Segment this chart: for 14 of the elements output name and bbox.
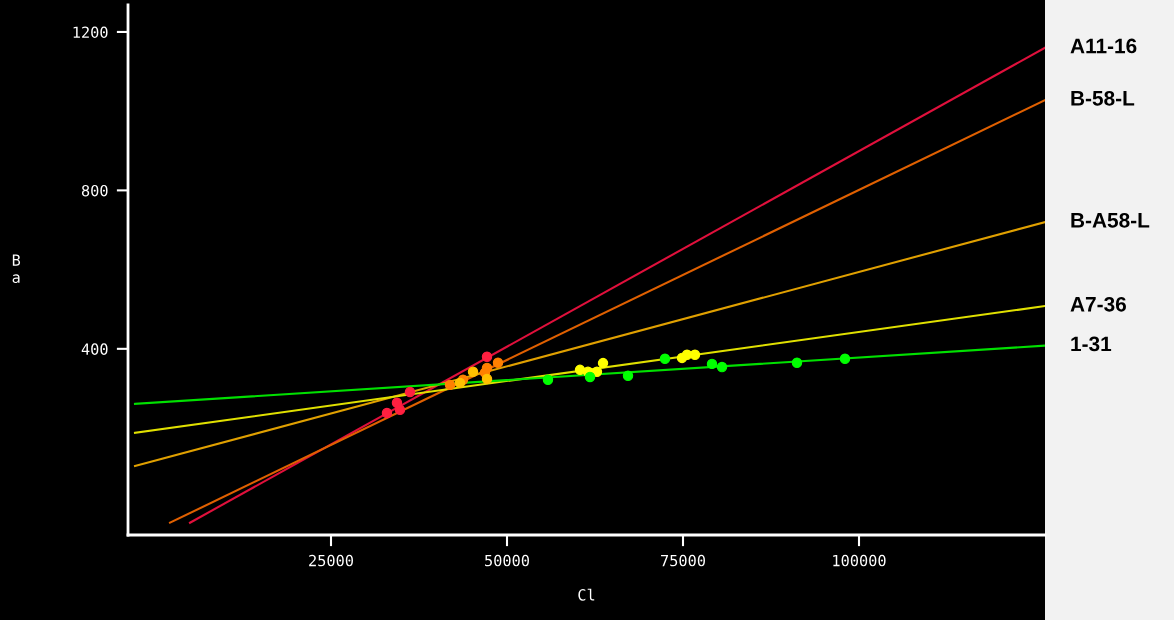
series-label: A7-36 xyxy=(1070,296,1126,312)
y-tick-label: 800 xyxy=(81,184,108,197)
x-tick-label: 25000 xyxy=(309,554,353,567)
y-axis-title: Ba xyxy=(12,254,21,284)
series-label: B-A58-L xyxy=(1071,212,1150,228)
y-tick-label: 400 xyxy=(81,343,108,355)
x-tick-label: 50000 xyxy=(485,554,530,567)
series-label: B-58-L xyxy=(1071,90,1135,106)
x-tick-label: 100000 xyxy=(833,554,886,567)
series-label: A11-16 xyxy=(1070,38,1137,54)
x-tick-label: 75000 xyxy=(661,554,706,567)
x-axis-title: Cl xyxy=(578,588,595,601)
y-tick-label: 1200 xyxy=(73,26,108,38)
series-label: 1-31 xyxy=(1071,336,1112,352)
